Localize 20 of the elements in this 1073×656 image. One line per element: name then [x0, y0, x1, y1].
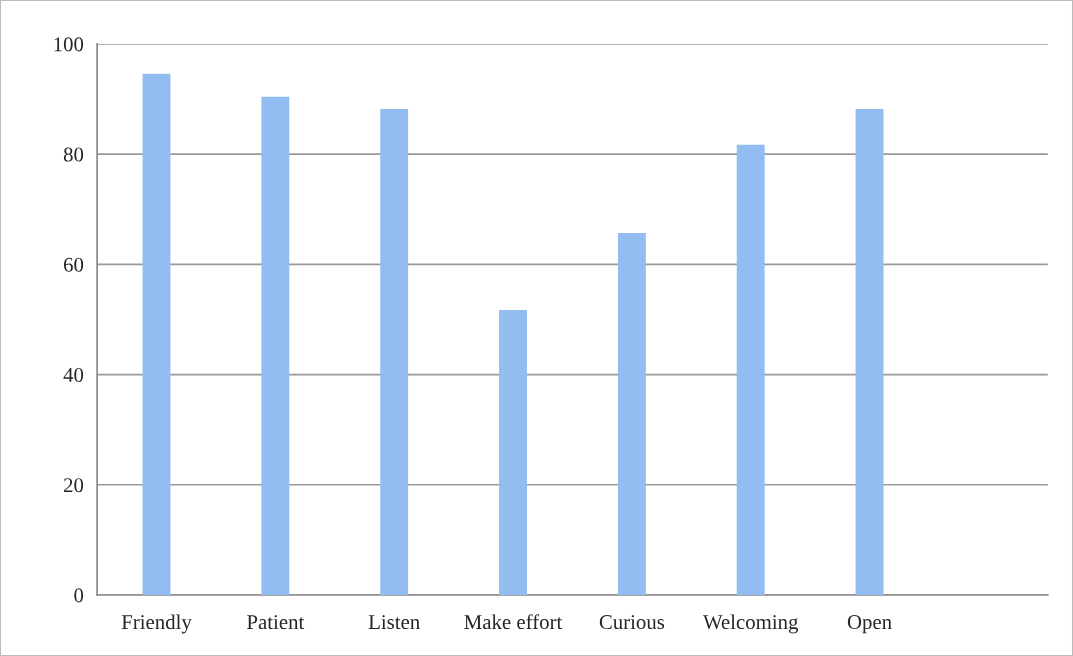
y-tick-label: 20 [63, 478, 84, 493]
y-tick-label: 40 [63, 367, 84, 383]
x-tick-label: Open [847, 615, 892, 634]
x-tick-label: Make effort [464, 614, 563, 630]
y-tick-label: 60 [63, 257, 84, 272]
bar [617, 232, 646, 595]
x-tick-label: Welcoming [702, 614, 799, 634]
bar [142, 73, 171, 595]
bar [855, 108, 884, 595]
y-tick-label: 80 [63, 147, 84, 162]
bar [261, 96, 290, 595]
x-tick-label: Curious [599, 615, 665, 630]
x-tick-label: Patient [247, 615, 305, 630]
x-tick-label: Listen [368, 615, 420, 630]
bar [380, 108, 409, 595]
bar [499, 310, 527, 595]
x-tick-label: Friendly [121, 614, 192, 634]
y-tick-label: 0 [74, 588, 84, 603]
bar [736, 144, 765, 595]
y-tick-label: 100 [54, 37, 84, 52]
